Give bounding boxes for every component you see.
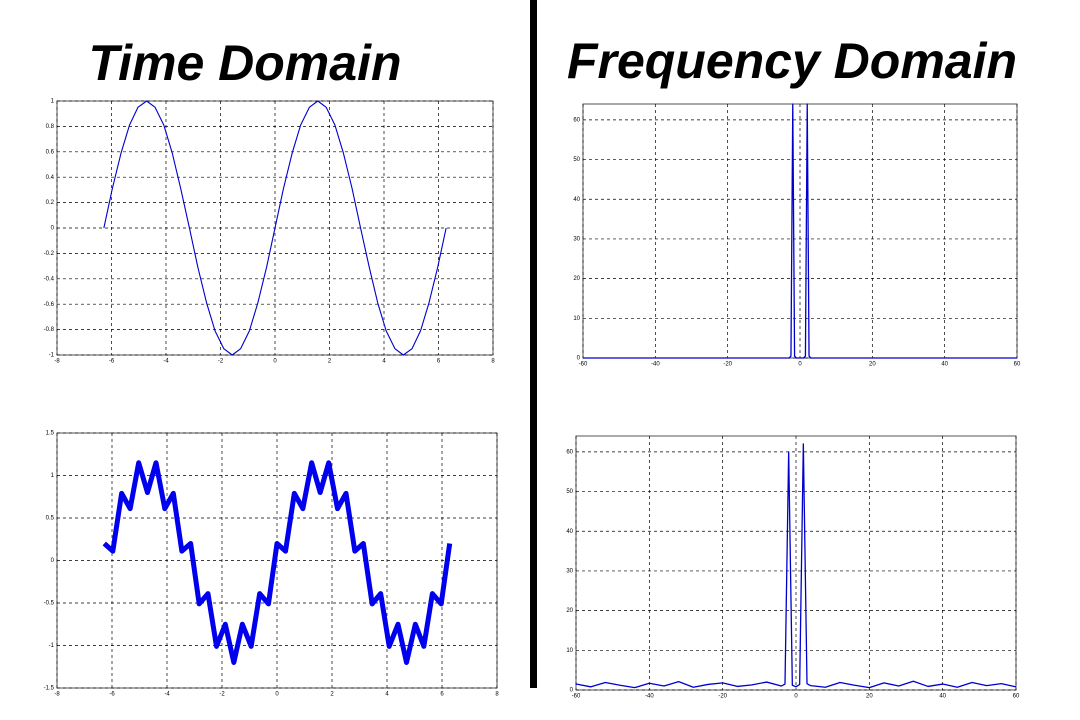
chart: -1.5 -1 -0.5 0 0.5 1 1.5 -8 -6 -4 -2 0 2 4 6 8 — [44, 431, 500, 698]
x-tick-label: -40 — [645, 694, 654, 700]
data-line — [103, 100, 447, 356]
x-tick-label: 6 — [440, 692, 444, 698]
x-tick-label: 40 — [939, 694, 946, 700]
x-tick-label: 2 — [328, 359, 332, 365]
chart: 0 10 20 30 40 50 60 -60 -40 -20 0 20 40 60 — [566, 435, 1020, 700]
divider — [530, 0, 537, 688]
y-tick-label: 0.4 — [46, 175, 55, 181]
y-tick-label: 50 — [573, 157, 580, 163]
x-tick-label: 0 — [794, 694, 798, 700]
x-tick-label: -60 — [579, 362, 588, 368]
x-tick-label: -2 — [218, 359, 224, 365]
x-tick-label: -4 — [164, 692, 170, 698]
x-tick-label: 8 — [495, 692, 499, 698]
y-tick-label: 0 — [51, 558, 55, 564]
y-tick-label: 10 — [566, 648, 573, 654]
y-tick-label: 20 — [566, 608, 573, 614]
y-tick-label: 0 — [570, 688, 574, 694]
y-tick-label: -0.2 — [44, 251, 55, 257]
y-tick-label: 50 — [566, 489, 573, 495]
column-title: Frequency Domain — [567, 33, 1017, 89]
y-tick-label: 1.5 — [46, 431, 55, 437]
y-tick-label: 30 — [573, 237, 580, 243]
x-tick-label: -4 — [163, 359, 169, 365]
x-tick-label: 0 — [275, 692, 279, 698]
x-tick-label: -20 — [718, 694, 727, 700]
y-tick-label: 0 — [51, 226, 55, 232]
x-tick-label: 20 — [869, 362, 876, 368]
y-tick-label: 40 — [573, 197, 580, 203]
x-tick-label: 0 — [798, 362, 802, 368]
y-tick-label: -1 — [49, 353, 55, 359]
x-tick-label: 4 — [385, 692, 389, 698]
y-tick-label: 0.5 — [46, 516, 55, 522]
y-tick-label: 60 — [573, 117, 580, 123]
y-tick-label: -0.6 — [44, 302, 55, 308]
chart: -1 -0.8 -0.6 -0.4 -0.2 0 0.2 0.4 0.6 0.8 1 -8 -6 -4 -2… — [44, 99, 496, 365]
x-tick-label: -6 — [109, 359, 115, 365]
data-line — [575, 443, 1017, 689]
y-tick-label: 60 — [566, 449, 573, 455]
x-tick-label: 4 — [382, 359, 386, 365]
y-tick-label: 10 — [573, 316, 580, 322]
data-line — [583, 103, 1017, 359]
x-tick-label: -8 — [54, 359, 60, 365]
y-tick-label: 0 — [577, 356, 581, 362]
x-tick-label: -2 — [219, 692, 225, 698]
x-tick-label: -20 — [723, 362, 732, 368]
y-tick-label: 0.8 — [46, 124, 55, 130]
x-tick-label: -6 — [109, 692, 115, 698]
x-tick-label: 60 — [1014, 362, 1021, 368]
y-tick-label: -0.5 — [44, 601, 55, 607]
y-tick-label: -0.8 — [44, 327, 55, 333]
y-tick-label: -1 — [49, 643, 55, 649]
x-tick-label: 60 — [1013, 694, 1020, 700]
y-tick-label: 20 — [573, 276, 580, 282]
y-tick-label: 0.2 — [46, 200, 55, 206]
x-tick-label: -40 — [651, 362, 660, 368]
y-tick-label: -0.4 — [44, 276, 55, 282]
y-tick-label: -1.5 — [44, 686, 55, 692]
y-tick-label: 0.6 — [46, 149, 55, 155]
x-tick-label: -8 — [54, 692, 60, 698]
x-tick-label: 2 — [330, 692, 334, 698]
x-tick-label: 40 — [941, 362, 948, 368]
x-tick-label: 6 — [437, 359, 441, 365]
chart: 0 10 20 30 40 50 60 -60 -40 -20 0 20 40 60 — [573, 103, 1021, 368]
y-tick-label: 1 — [51, 473, 55, 479]
column-title: Time Domain — [88, 35, 401, 91]
y-tick-label: 40 — [566, 529, 573, 535]
y-tick-label: 30 — [566, 569, 573, 575]
x-tick-label: 20 — [866, 694, 873, 700]
y-tick-label: 1 — [51, 99, 55, 105]
x-tick-label: 8 — [491, 359, 495, 365]
x-tick-label: -60 — [572, 694, 581, 700]
x-tick-label: 0 — [273, 359, 277, 365]
data-line — [102, 460, 453, 665]
